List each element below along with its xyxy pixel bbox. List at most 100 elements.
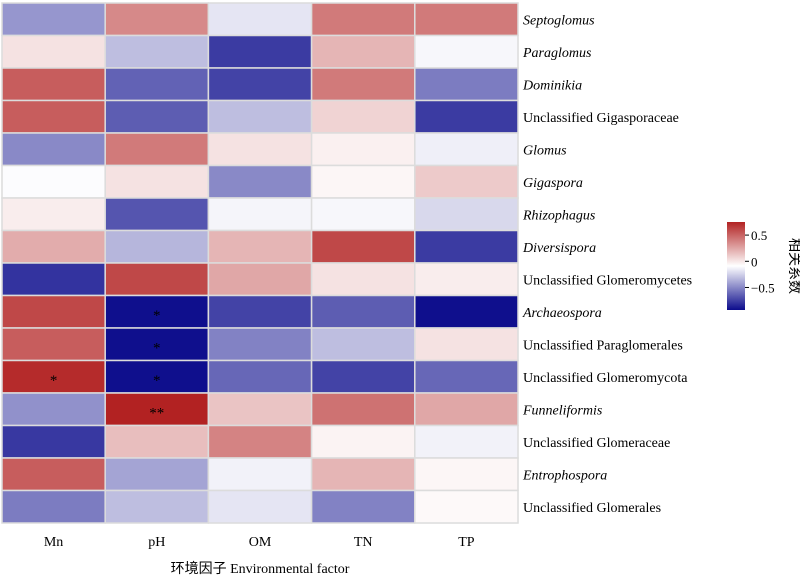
legend-title: 相关系数	[786, 238, 800, 294]
row-label: Diversispora	[522, 241, 596, 256]
row-label: Unclassified Paraglomerales	[523, 338, 683, 353]
row-label: Dominikia	[522, 78, 582, 93]
heatmap-cell	[1, 197, 106, 232]
row-label: Unclassified Glomerales	[523, 501, 661, 516]
row-label: Archaeospora	[522, 306, 602, 321]
heatmap-cell	[414, 99, 519, 134]
heatmap-cell	[310, 197, 416, 232]
heatmap-cell	[1, 164, 106, 199]
row-label: Glomus	[523, 143, 567, 158]
heatmap-cell	[310, 132, 416, 167]
heatmap-cell	[207, 164, 313, 199]
heatmap-cell	[414, 229, 519, 264]
legend-tick-label: 0.5	[751, 228, 767, 243]
color-legend: 0.5 0 −0.5 相关系数	[727, 222, 800, 310]
legend-tick-label: 0	[751, 254, 758, 269]
heatmap-cell	[207, 262, 313, 297]
heatmap-cell	[1, 132, 106, 167]
heatmap-cell	[310, 67, 416, 102]
heatmap-cell	[104, 294, 210, 329]
heatmap-cell	[310, 457, 416, 492]
heatmap-cell	[310, 99, 416, 134]
row-labels: Septoglomus Paraglomus Dominikia Unclassifi…	[522, 13, 692, 516]
heatmap-cell	[104, 132, 210, 167]
heatmap-cell	[1, 34, 106, 69]
heatmap-cell	[104, 67, 210, 102]
column-label: TN	[354, 535, 373, 550]
heatmap-cell	[104, 99, 210, 134]
heatmap-cell	[310, 327, 416, 362]
heatmap-cell	[414, 327, 519, 362]
heatmap-cell	[207, 34, 313, 69]
column-labels: Mn pH OM TN TP	[44, 535, 475, 550]
heatmap-cell	[414, 392, 519, 427]
heatmap-cell	[1, 489, 106, 524]
heatmap-cell	[414, 164, 519, 199]
heatmap-cell	[1, 2, 106, 37]
significance-mark: *	[153, 340, 161, 356]
heatmap-cell	[104, 457, 210, 492]
heatmap-cell	[310, 392, 416, 427]
column-label: OM	[249, 535, 272, 550]
heatmap-cell	[207, 294, 313, 329]
heatmap-cell	[1, 294, 106, 329]
heatmap-cell	[207, 99, 313, 134]
heatmap-cell	[310, 229, 416, 264]
column-label: pH	[148, 535, 165, 550]
heatmap-cell	[310, 294, 416, 329]
row-label: Unclassified Glomeraceae	[523, 436, 670, 451]
heatmap-cell	[207, 229, 313, 264]
heatmap-cell	[104, 489, 210, 524]
heatmap-cell	[310, 424, 416, 459]
heatmap-cell	[414, 67, 519, 102]
row-label: Paraglomus	[522, 46, 592, 61]
heatmap-cells: *** ***	[1, 2, 519, 524]
heatmap-cell	[414, 294, 519, 329]
significance-mark: *	[50, 373, 58, 389]
heatmap-cell	[104, 34, 210, 69]
heatmap-cell	[414, 2, 519, 37]
heatmap-cell	[1, 457, 106, 492]
heatmap-cell	[207, 457, 313, 492]
heatmap-cell	[414, 457, 519, 492]
heatmap-cell	[1, 229, 106, 264]
heatmap-cell	[104, 197, 210, 232]
heatmap-cell	[1, 262, 106, 297]
heatmap-cell	[414, 489, 519, 524]
heatmap-cell	[207, 359, 313, 394]
heatmap-cell	[414, 132, 519, 167]
heatmap-cell	[104, 262, 210, 297]
heatmap-cell	[207, 2, 313, 37]
heatmap-cell	[104, 229, 210, 264]
legend-ticks: 0.5 0 −0.5	[745, 228, 775, 295]
heatmap-cell	[414, 197, 519, 232]
row-label: Rhizophagus	[522, 208, 596, 223]
heatmap-cell	[310, 34, 416, 69]
heatmap-cell	[310, 359, 416, 394]
row-label: Unclassified Glomeromycetes	[523, 273, 692, 288]
heatmap-cell	[310, 262, 416, 297]
heatmap-cell	[207, 197, 313, 232]
heatmap-cell	[414, 262, 519, 297]
heatmap-cell	[310, 2, 416, 37]
heatmap-cell	[104, 164, 210, 199]
legend-color-bar	[727, 222, 745, 310]
heatmap-cell	[104, 327, 210, 362]
heatmap-cell	[104, 2, 210, 37]
heatmap-cell	[1, 67, 106, 102]
heatmap-cell	[1, 99, 106, 134]
row-label: Septoglomus	[523, 13, 595, 28]
row-label: Gigaspora	[523, 176, 583, 191]
heatmap-cell	[207, 132, 313, 167]
heatmap-cell	[414, 34, 519, 69]
significance-mark: *	[153, 373, 161, 389]
significance-mark: **	[149, 405, 164, 421]
heatmap-cell	[104, 424, 210, 459]
heatmap-cell	[207, 327, 313, 362]
heatmap-cell	[207, 489, 313, 524]
column-label: TP	[458, 535, 475, 550]
column-label: Mn	[44, 535, 63, 550]
legend-tick-label: −0.5	[751, 280, 775, 295]
heatmap-cell	[1, 327, 106, 362]
